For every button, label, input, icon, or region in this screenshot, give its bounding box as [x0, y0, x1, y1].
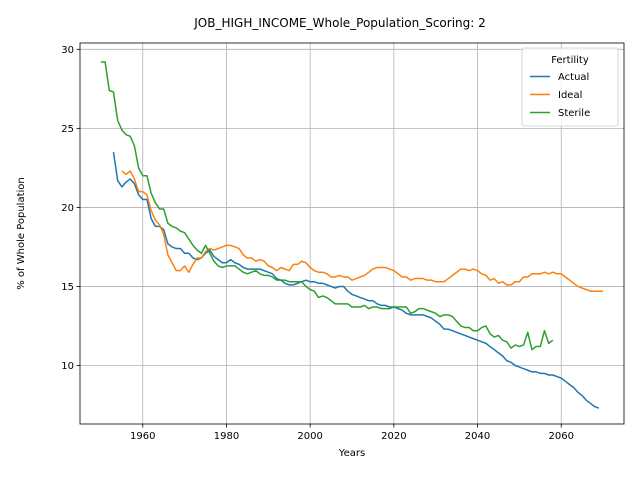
legend-entries: Actual Ideal Sterile — [530, 72, 590, 119]
axis-ticks: 1960 1980 2000 2020 2040 2060 10 15 20 25 30 — [61, 45, 574, 442]
chart-title: JOB_HIGH_INCOME_Whole_Population_Scoring… — [193, 16, 486, 30]
y-tick-label: 25 — [61, 124, 74, 135]
legend: Fertility Actual Ideal Sterile — [521, 47, 619, 127]
x-tick-label: 2040 — [465, 431, 490, 442]
y-tick-label: 10 — [61, 361, 74, 372]
x-tick-label: 1960 — [130, 431, 155, 442]
series-line-sterile — [100, 61, 554, 351]
y-tick-label: 15 — [61, 282, 74, 293]
legend-label-sterile: Sterile — [558, 108, 590, 119]
plot-area-frame — [79, 42, 625, 425]
series-line-actual — [112, 151, 600, 409]
x-tick-label: 2020 — [381, 431, 406, 442]
y-tick-label: 20 — [61, 203, 74, 214]
x-tick-label: 2000 — [297, 431, 322, 442]
y-axis-title: % of Whole Population — [16, 177, 27, 290]
x-tick-label: 1980 — [214, 431, 239, 442]
series-lines — [100, 61, 604, 409]
legend-title: Fertility — [551, 55, 589, 66]
legend-label-actual: Actual — [558, 72, 589, 83]
legend-box — [521, 47, 619, 127]
y-tick-label: 30 — [61, 45, 74, 56]
legend-label-ideal: Ideal — [558, 90, 582, 101]
x-axis-title: Years — [338, 448, 365, 459]
series-line-ideal — [121, 170, 604, 292]
x-tick-label: 2060 — [549, 431, 574, 442]
